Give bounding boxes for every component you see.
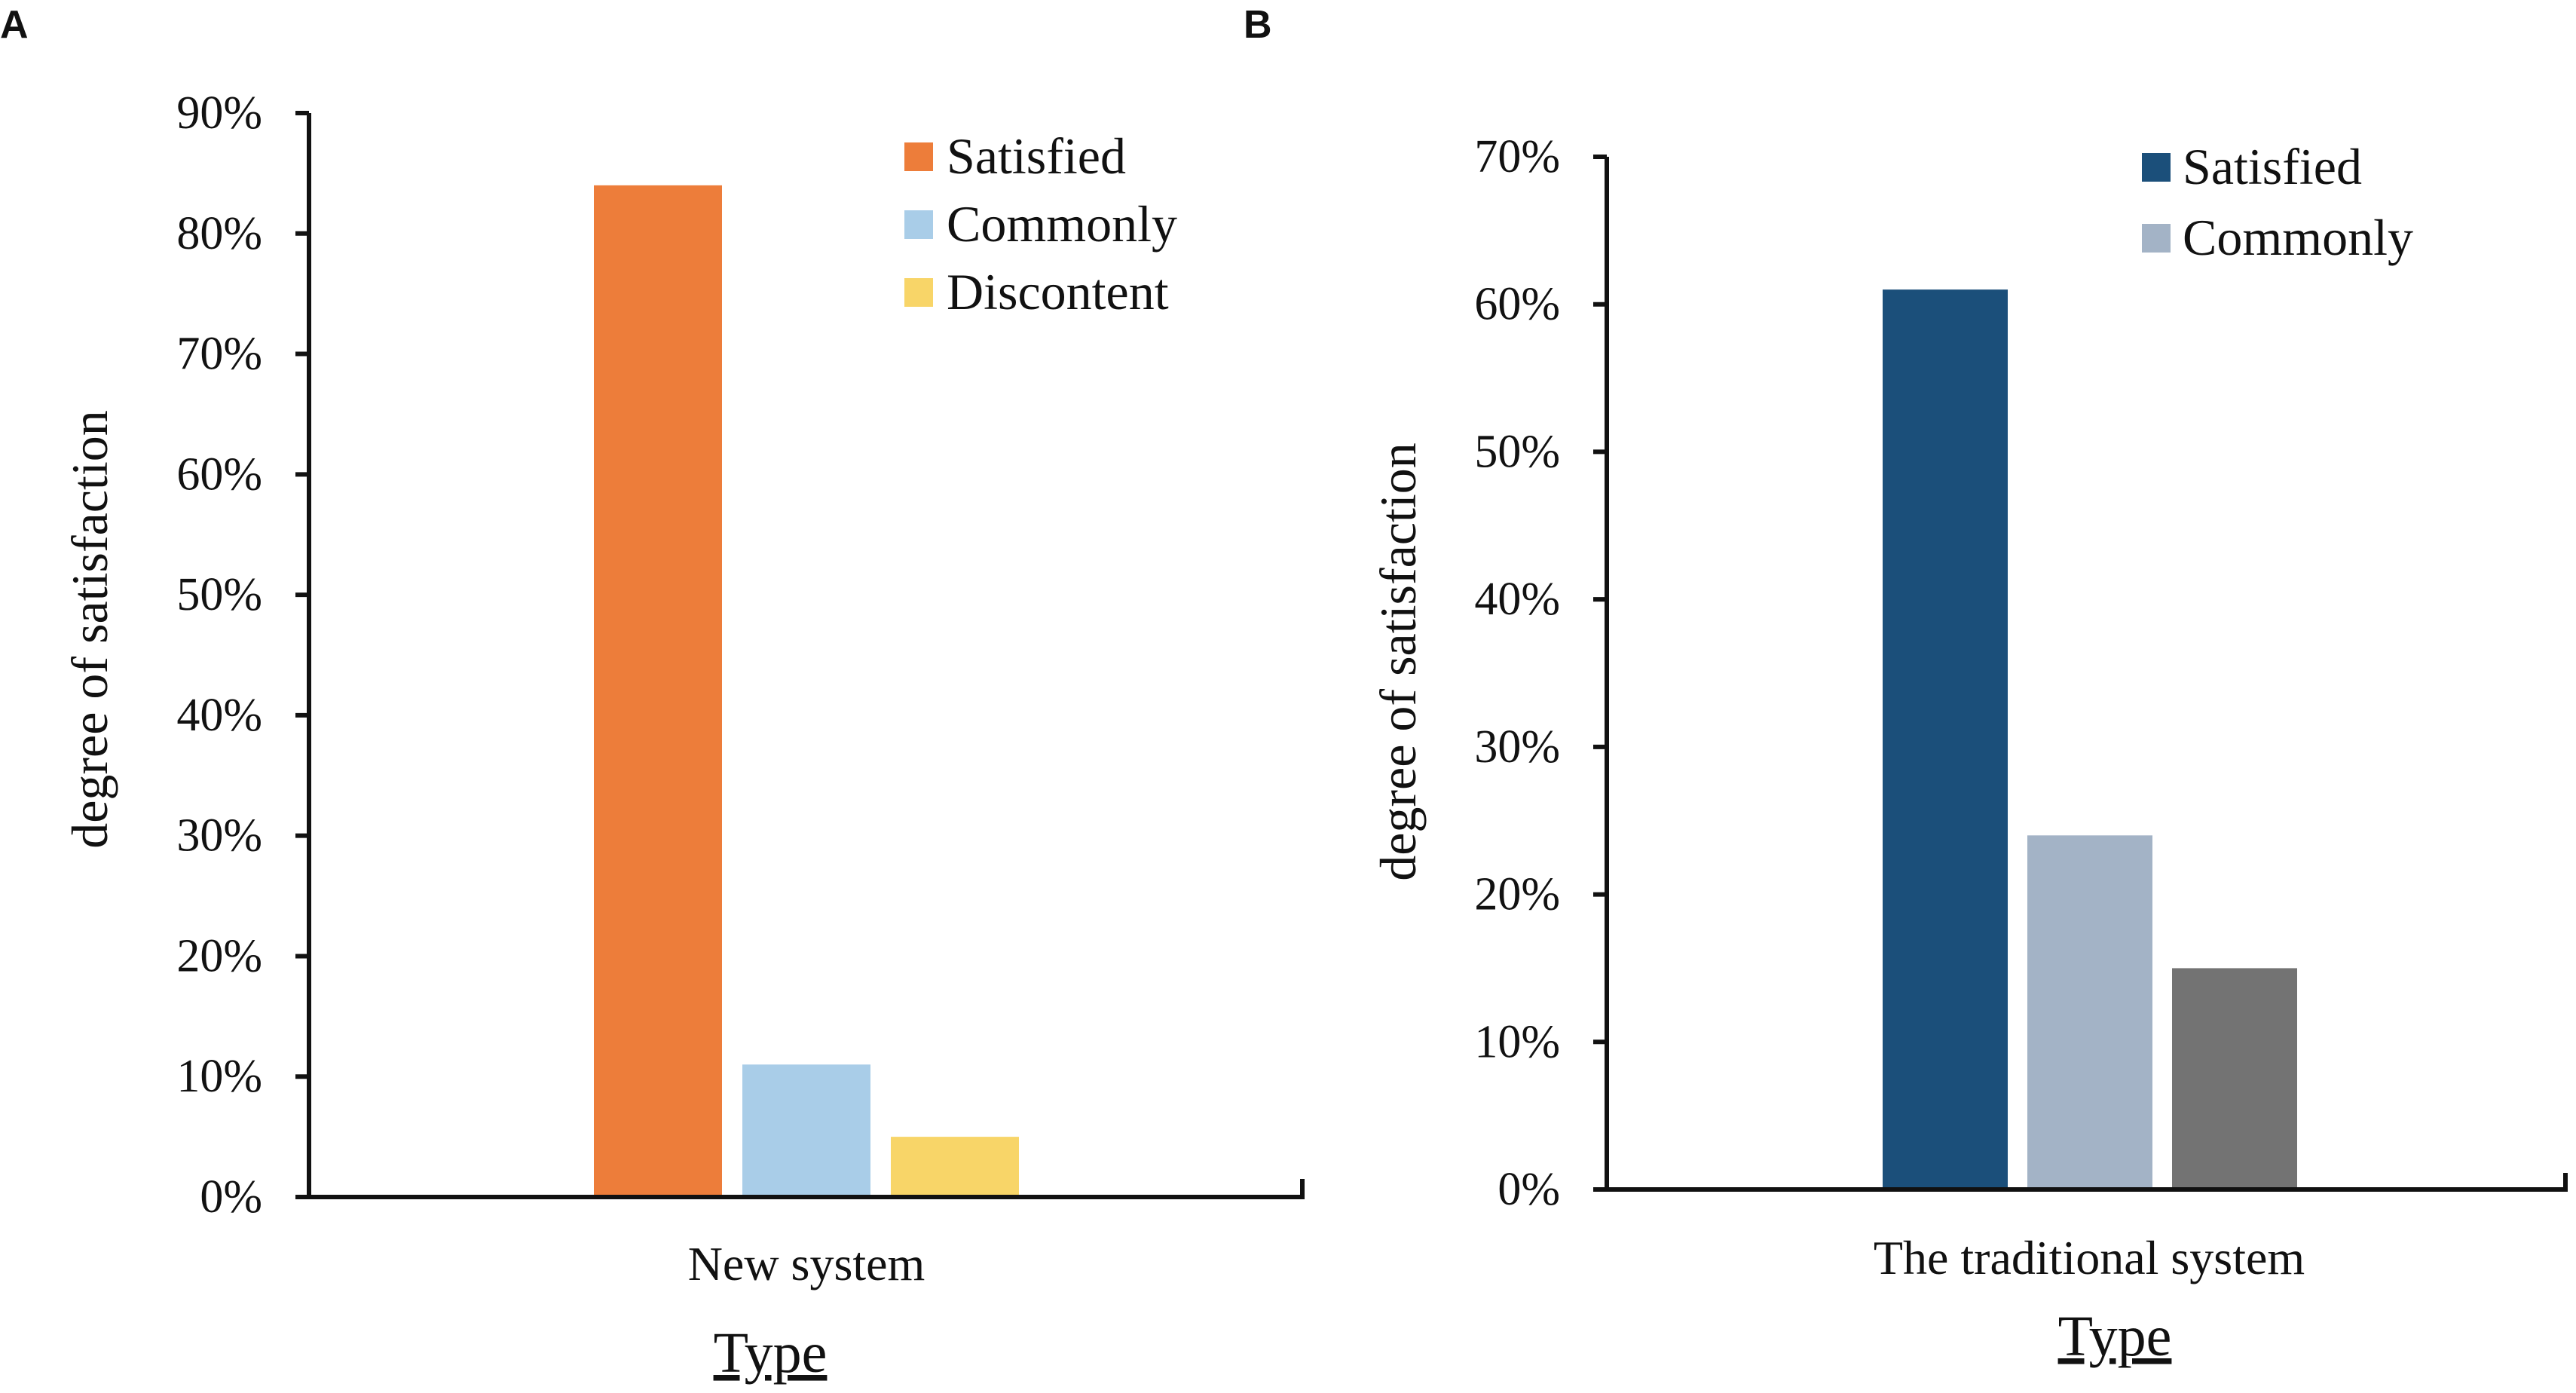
panel-b-legend-label: Commonly (2183, 209, 2413, 266)
panel-a-bar-satisfied (594, 185, 722, 1195)
panel-a-axes (295, 111, 1305, 1199)
panel-a-ytick-label: 40% (176, 690, 262, 741)
panel-a-bars (594, 185, 1019, 1195)
panel-a-ytick-label: 60% (176, 449, 262, 500)
panel-a-legend-swatch (904, 278, 933, 307)
panel-a-legend-label: Satisfied (947, 127, 1126, 185)
panel-a-bar-commonly (742, 1064, 870, 1195)
panel-b-bar-other (2172, 968, 2297, 1187)
panel-a-ytick-label: 70% (176, 329, 262, 380)
panel-b-ytick-label: 50% (1474, 426, 1560, 477)
panel-a-yticks: 0% 10% 20% 30% 40% 50% 60% 70% 80% 90% (176, 87, 309, 1223)
panel-a-legend-swatch (904, 210, 933, 239)
panel-b-ytick-label: 30% (1474, 721, 1560, 773)
panel-b-legend-swatch (2142, 153, 2171, 182)
panel-b-bars (1883, 289, 2297, 1188)
panel-b-ytick-label: 60% (1474, 279, 1560, 330)
panel-b-legend: Satisfied Commonly (2142, 138, 2413, 266)
panel-b-ytick-label: 20% (1474, 869, 1560, 920)
panel-a-ytick-label: 10% (176, 1051, 262, 1102)
panel-b-ylabel: degree of satisfaction (1369, 442, 1427, 881)
panel-a-letter: A (0, 3, 29, 47)
panel-a-xlabel: Type (714, 1321, 828, 1385)
panel-a: A degree of satisfaction 0% 10% 20% 30% 40% 5… (0, 3, 1305, 1385)
panel-a-ytick-label: 30% (176, 810, 262, 862)
panel-b-bar-satisfied (1883, 289, 2008, 1188)
panel-a-ytick-label: 80% (176, 208, 262, 259)
panel-b-letter: B (1244, 3, 1272, 47)
panel-a-ytick-label: 20% (176, 930, 262, 981)
panel-a-ytick-label: 90% (176, 87, 262, 139)
panel-b-ytick-label: 0% (1498, 1164, 1560, 1215)
panel-a-ytick-label: 50% (176, 569, 262, 620)
panel-a-category-label: New system (688, 1237, 925, 1290)
panel-b-xlabel: Type (2058, 1305, 2172, 1368)
panel-a-legend: Satisfied Commonly Discontent (904, 127, 1177, 320)
panel-a-ytick-label: 0% (200, 1171, 262, 1223)
panel-b: B degree of satisfaction 0% 10% 20% 30% 40% 5… (1244, 3, 2568, 1368)
panel-b-ytick-label: 40% (1474, 574, 1560, 625)
panel-a-legend-label: Discontent (947, 263, 1169, 320)
panel-b-category-label: The traditional system (1874, 1231, 2305, 1284)
panel-b-yticks: 0% 10% 20% 30% 40% 50% 60% 70% (1474, 131, 1607, 1215)
panel-b-axes (1593, 155, 2568, 1192)
panel-b-legend-swatch (2142, 224, 2171, 253)
panel-a-bar-discontent (891, 1137, 1019, 1195)
panel-b-ytick-label: 10% (1474, 1016, 1560, 1067)
panel-a-legend-swatch (904, 142, 933, 171)
panel-b-legend-label: Satisfied (2183, 138, 2362, 195)
panel-b-ytick-label: 70% (1474, 131, 1560, 182)
panel-a-legend-label: Commonly (947, 195, 1177, 253)
panel-b-bar-commonly (2027, 835, 2152, 1187)
panel-a-ylabel: degree of satisfaction (61, 410, 118, 849)
